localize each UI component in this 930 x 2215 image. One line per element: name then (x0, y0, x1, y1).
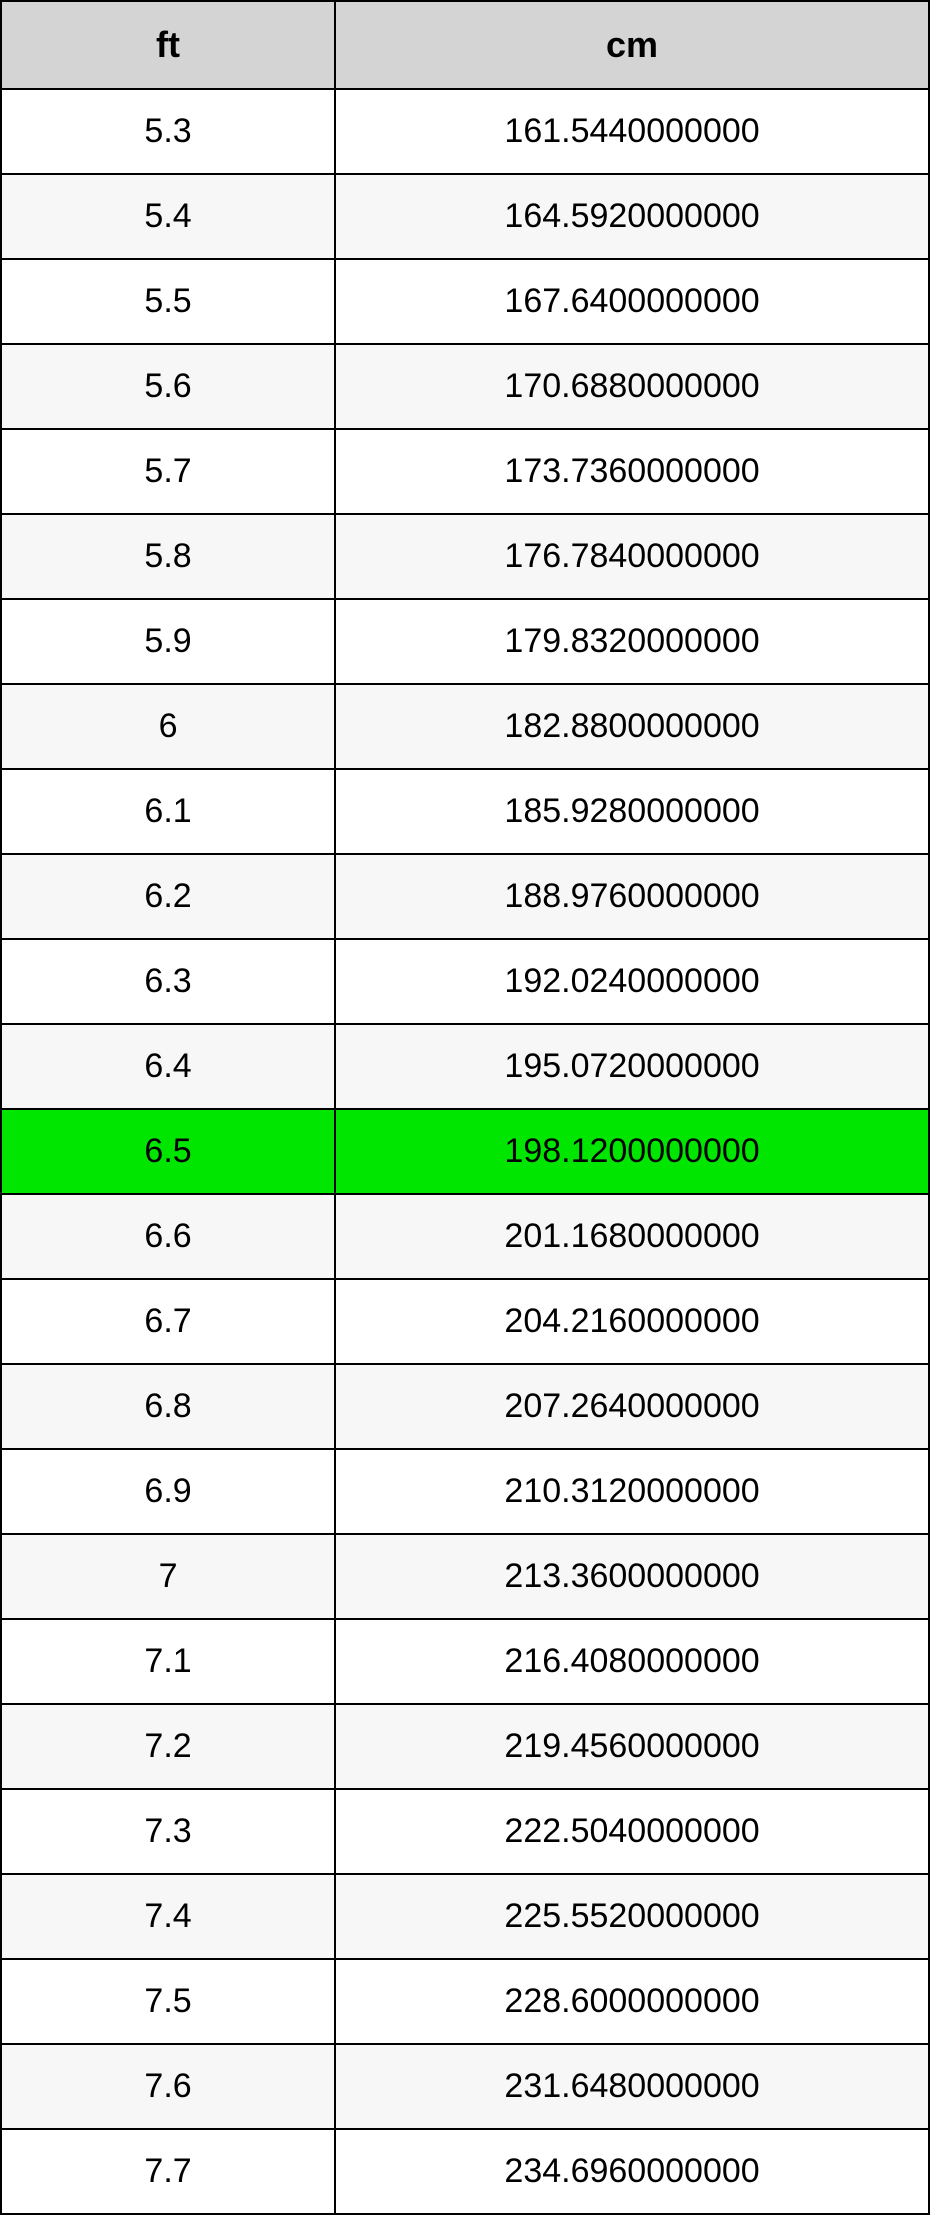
cell-ft: 6.1 (1, 769, 335, 854)
header-row: ft cm (1, 1, 929, 89)
conversion-table-container: ft cm 5.3161.54400000005.4164.5920000000… (0, 0, 930, 2215)
cell-ft: 5.6 (1, 344, 335, 429)
table-row: 7.1216.4080000000 (1, 1619, 929, 1704)
cell-cm: 228.6000000000 (335, 1959, 929, 2044)
cell-cm: 234.6960000000 (335, 2129, 929, 2214)
cell-cm: 210.3120000000 (335, 1449, 929, 1534)
cell-cm: 225.5520000000 (335, 1874, 929, 1959)
cell-cm: 213.3600000000 (335, 1534, 929, 1619)
cell-ft: 6.4 (1, 1024, 335, 1109)
cell-cm: 188.9760000000 (335, 854, 929, 939)
cell-cm: 222.5040000000 (335, 1789, 929, 1874)
table-body: 5.3161.54400000005.4164.59200000005.5167… (1, 89, 929, 2214)
cell-ft: 5.8 (1, 514, 335, 599)
cell-cm: 161.5440000000 (335, 89, 929, 174)
cell-cm: 173.7360000000 (335, 429, 929, 514)
table-row: 5.6170.6880000000 (1, 344, 929, 429)
conversion-table: ft cm 5.3161.54400000005.4164.5920000000… (0, 0, 930, 2215)
table-row: 7.5228.6000000000 (1, 1959, 929, 2044)
cell-ft: 6.2 (1, 854, 335, 939)
table-row: 6.2188.9760000000 (1, 854, 929, 939)
table-row: 6182.8800000000 (1, 684, 929, 769)
table-header: ft cm (1, 1, 929, 89)
cell-cm: 164.5920000000 (335, 174, 929, 259)
cell-cm: 182.8800000000 (335, 684, 929, 769)
table-row: 7.2219.4560000000 (1, 1704, 929, 1789)
cell-ft: 6.9 (1, 1449, 335, 1534)
cell-ft: 7.4 (1, 1874, 335, 1959)
table-row: 6.9210.3120000000 (1, 1449, 929, 1534)
cell-cm: 198.1200000000 (335, 1109, 929, 1194)
table-row: 7.4225.5520000000 (1, 1874, 929, 1959)
cell-cm: 216.4080000000 (335, 1619, 929, 1704)
cell-ft: 5.9 (1, 599, 335, 684)
table-row: 7213.3600000000 (1, 1534, 929, 1619)
cell-ft: 5.4 (1, 174, 335, 259)
table-row: 5.3161.5440000000 (1, 89, 929, 174)
table-row: 7.7234.6960000000 (1, 2129, 929, 2214)
table-row: 6.1185.9280000000 (1, 769, 929, 854)
table-row: 5.4164.5920000000 (1, 174, 929, 259)
cell-cm: 167.6400000000 (335, 259, 929, 344)
cell-cm: 192.0240000000 (335, 939, 929, 1024)
cell-ft: 5.7 (1, 429, 335, 514)
table-row: 5.7173.7360000000 (1, 429, 929, 514)
cell-ft: 7.5 (1, 1959, 335, 2044)
cell-ft: 7.7 (1, 2129, 335, 2214)
cell-ft: 6.8 (1, 1364, 335, 1449)
table-row: 6.8207.2640000000 (1, 1364, 929, 1449)
table-row: 7.3222.5040000000 (1, 1789, 929, 1874)
cell-ft: 7.1 (1, 1619, 335, 1704)
cell-ft: 5.5 (1, 259, 335, 344)
cell-ft: 7.2 (1, 1704, 335, 1789)
table-row: 7.6231.6480000000 (1, 2044, 929, 2129)
cell-ft: 6.6 (1, 1194, 335, 1279)
cell-cm: 201.1680000000 (335, 1194, 929, 1279)
cell-ft: 5.3 (1, 89, 335, 174)
table-row: 6.3192.0240000000 (1, 939, 929, 1024)
cell-cm: 179.8320000000 (335, 599, 929, 684)
table-row: 6.4195.0720000000 (1, 1024, 929, 1109)
cell-ft: 6.3 (1, 939, 335, 1024)
table-row: 6.5198.1200000000 (1, 1109, 929, 1194)
cell-ft: 6.5 (1, 1109, 335, 1194)
table-row: 5.8176.7840000000 (1, 514, 929, 599)
cell-cm: 204.2160000000 (335, 1279, 929, 1364)
cell-cm: 176.7840000000 (335, 514, 929, 599)
cell-ft: 6.7 (1, 1279, 335, 1364)
table-row: 6.7204.2160000000 (1, 1279, 929, 1364)
header-ft: ft (1, 1, 335, 89)
cell-cm: 219.4560000000 (335, 1704, 929, 1789)
header-cm: cm (335, 1, 929, 89)
cell-ft: 7.6 (1, 2044, 335, 2129)
cell-ft: 7 (1, 1534, 335, 1619)
cell-cm: 185.9280000000 (335, 769, 929, 854)
cell-cm: 231.6480000000 (335, 2044, 929, 2129)
cell-ft: 7.3 (1, 1789, 335, 1874)
cell-cm: 207.2640000000 (335, 1364, 929, 1449)
cell-cm: 195.0720000000 (335, 1024, 929, 1109)
table-row: 5.9179.8320000000 (1, 599, 929, 684)
cell-cm: 170.6880000000 (335, 344, 929, 429)
table-row: 5.5167.6400000000 (1, 259, 929, 344)
table-row: 6.6201.1680000000 (1, 1194, 929, 1279)
cell-ft: 6 (1, 684, 335, 769)
